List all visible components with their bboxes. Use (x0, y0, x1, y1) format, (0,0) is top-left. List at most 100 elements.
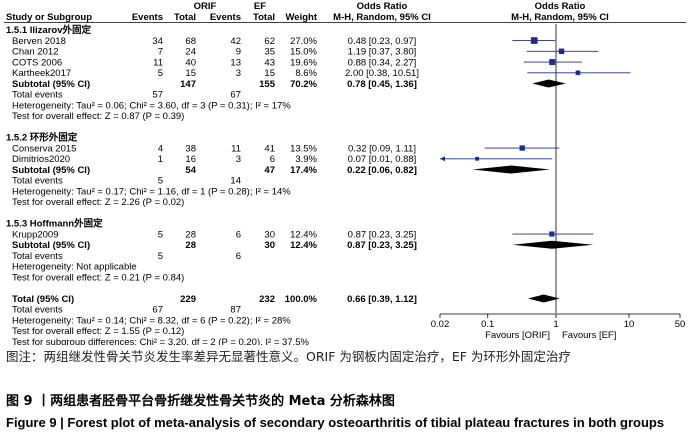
header-or-title-plot: Odds Ratio (535, 1, 586, 12)
study-or-ci: 0.48 [0.23, 0.97] (348, 36, 417, 47)
study-events-ef: 3 (236, 154, 241, 165)
stat-text: Test for overall effect: Z = 2.26 (P = 0… (12, 197, 184, 208)
study-weight: 27.0% (290, 36, 317, 47)
stat-text: Test for overall effect: Z = 0.21 (P = 0… (12, 272, 184, 283)
study-name: Dimitrios2020 (12, 154, 70, 165)
header-or-sub: M-H, Random, 95% CI (333, 12, 431, 23)
study-point (475, 156, 480, 161)
header-or-sub-plot: M-H, Random, 95% CI (511, 12, 609, 23)
figure-title-zh: 图 9 丨两组患者胫骨平台骨折继发性骨关节炎的 Meta 分析森林图 (6, 394, 395, 409)
subtotal-total-ef: 30 (264, 240, 275, 251)
total-events-label: Total events (12, 176, 63, 187)
subtotal-weight: 17.4% (290, 165, 317, 176)
study-point (575, 70, 581, 76)
study-total-ef: 62 (264, 36, 275, 47)
study-events-ef: 11 (231, 143, 241, 154)
header-events-ef: Events (210, 12, 241, 23)
study-events-ef: 6 (236, 229, 241, 240)
total-events-orif: 5 (158, 251, 163, 262)
study-weight: 3.9% (295, 154, 317, 165)
stat-text: Heterogeneity: Not applicable (12, 262, 137, 273)
study-point (549, 231, 555, 237)
stat-text: Test for overall effect: Z = 0.87 (P = 0… (12, 111, 184, 122)
study-total-orif: 40 (185, 57, 196, 68)
figure-note: 图注：两组继发性骨关节炎发生率差异无显著性意义。ORIF 为钢板内固定治疗，EF… (6, 349, 571, 364)
study-total-orif: 68 (185, 36, 196, 47)
study-point (530, 37, 538, 44)
subtotal-weight: 100.0% (285, 294, 318, 305)
total-events-orif: 67 (152, 305, 163, 316)
study-total-orif: 16 (185, 154, 196, 165)
study-events-orif: 34 (152, 36, 163, 47)
subtotal-name: Subtotal (95% CI) (12, 240, 90, 251)
subtotal-total-orif: 229 (180, 294, 196, 305)
stat-text: Heterogeneity: Tau² = 0.14; Chi² = 8.32,… (12, 315, 291, 326)
subtotal-or-ci: 0.78 [0.45, 1.36] (347, 79, 417, 90)
study-events-ef: 9 (236, 47, 241, 58)
total-events-label: Total events (12, 90, 63, 101)
study-total-ef: 35 (264, 47, 275, 58)
header-ef: EF (254, 1, 266, 12)
x-axis-tick-label: 0.1 (481, 319, 494, 330)
total-events-ef: 67 (230, 90, 241, 101)
subgroup-label: 1.5.2 环形外固定 (6, 132, 78, 144)
figure-title-en: Figure 9 | Forest plot of meta-analysis … (6, 415, 665, 430)
study-events-orif: 7 (158, 47, 163, 58)
study-or-ci: 2.00 [0.38, 10.51] (345, 68, 419, 79)
study-events-orif: 5 (158, 68, 163, 79)
study-total-ef: 43 (264, 57, 275, 68)
stat-text: Heterogeneity: Tau² = 0.17; Chi² = 1.16,… (12, 186, 291, 197)
subtotal-total-orif: 28 (185, 240, 196, 251)
pooled-diamond (528, 294, 560, 303)
header-events-orif: Events (132, 12, 163, 23)
subtotal-total-orif: 147 (180, 79, 196, 90)
study-events-ef: 13 (230, 57, 241, 68)
header-study: Study or Subgroup (6, 12, 92, 23)
study-point (549, 59, 556, 66)
study-or-ci: 0.07 [0.01, 0.88] (348, 154, 417, 165)
header-orif: ORIF (194, 1, 217, 12)
study-point (558, 48, 565, 55)
subtotal-name: Subtotal (95% CI) (12, 79, 90, 90)
header-weight: Weight (286, 12, 318, 23)
total-events-ef: 6 (236, 251, 241, 262)
study-events-orif: 4 (158, 143, 163, 154)
subtotal-or-ci: 0.22 [0.06, 0.82] (347, 165, 417, 176)
study-total-orif: 24 (185, 47, 196, 58)
total-events-ef: 14 (230, 176, 241, 187)
study-events-ef: 3 (236, 68, 241, 79)
subtotal-total-ef: 47 (264, 165, 275, 176)
total-events-label: Total events (12, 305, 63, 316)
header-total-ef: Total (253, 12, 275, 23)
subtotal-weight: 70.2% (290, 79, 317, 90)
total-events-orif: 5 (158, 176, 163, 187)
study-total-orif: 15 (185, 68, 196, 79)
subtotal-name: Subtotal (95% CI) (12, 165, 90, 176)
study-or-ci: 0.87 [0.23, 3.25] (348, 229, 417, 240)
study-events-ef: 42 (230, 36, 241, 47)
subtotal-or-ci: 0.87 [0.23, 3.25] (347, 240, 417, 251)
study-total-ef: 41 (264, 143, 275, 154)
subtotal-total-orif: 54 (185, 165, 196, 176)
x-axis-tick-label: 50 (675, 319, 686, 330)
x-axis-tick-label: 1 (553, 319, 558, 330)
subtotal-total-ef: 232 (259, 294, 275, 305)
study-weight: 19.6% (290, 57, 317, 68)
x-axis-tick-label: 0.02 (431, 319, 450, 330)
header-or-title: Odds Ratio (357, 1, 408, 12)
study-or-ci: 0.32 [0.09, 1.11] (348, 143, 416, 154)
subtotal-or-ci: 0.66 [0.39, 1.12] (347, 294, 417, 305)
subgroup-label: 1.5.1 Ilizarov外固定 (6, 24, 92, 36)
subtotal-weight: 12.4% (290, 240, 317, 251)
study-name: Kartheek2017 (12, 68, 71, 79)
subtotal-name: Total (95% CI) (12, 294, 74, 305)
study-events-orif: 5 (158, 229, 163, 240)
study-events-orif: 11 (153, 57, 163, 68)
study-or-ci: 0.88 [0.34, 2.27] (348, 57, 417, 68)
study-events-orif: 1 (158, 154, 163, 165)
subgroup-label: 1.5.3 Hoffmann外固定 (6, 218, 103, 230)
study-weight: 15.0% (290, 47, 317, 58)
header-total-orif: Total (174, 12, 196, 23)
study-name: Conserva 2015 (12, 143, 76, 154)
study-total-orif: 28 (185, 229, 196, 240)
